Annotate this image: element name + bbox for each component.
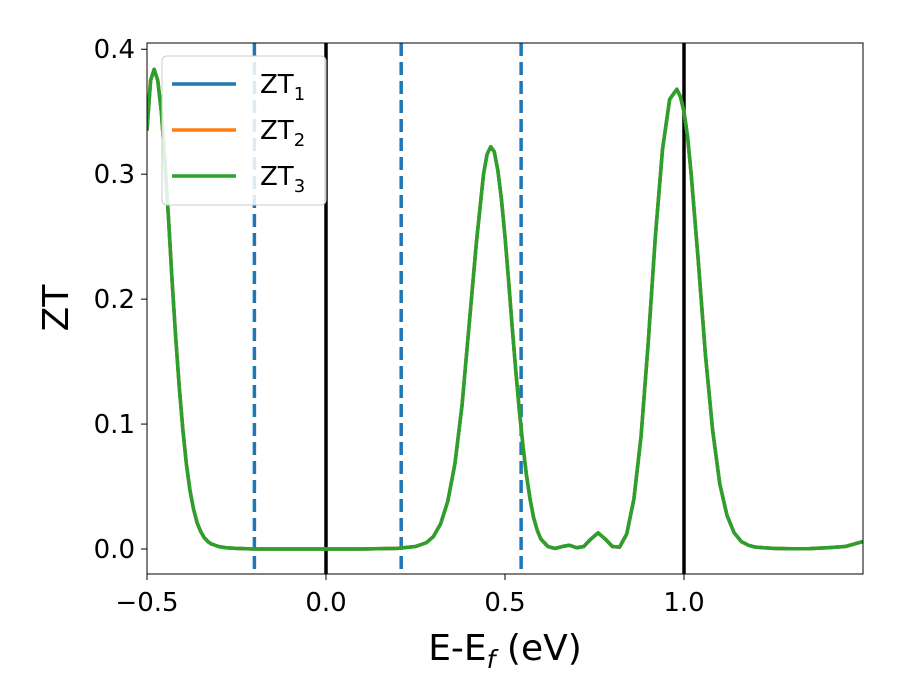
y-tick-label: 0.3 — [94, 160, 135, 190]
x-tick-label: 0.5 — [484, 588, 525, 618]
series-layer — [147, 67, 863, 551]
legend: ZT1 ZT2 ZT3 — [161, 55, 327, 206]
x-axis-ticks: −0.5 0.0 0.5 1.0 — [115, 574, 705, 618]
legend-label-2: ZT2 — [260, 116, 305, 151]
legend-label-3: ZT3 — [260, 162, 305, 197]
y-axis-label: ZT — [36, 284, 77, 332]
x-tick-label: 0.0 — [305, 588, 346, 618]
y-tick-label: 0.4 — [94, 35, 135, 65]
legend-box — [161, 55, 327, 206]
y-tick-label: 0.2 — [94, 285, 135, 315]
x-axis-label: E-Ef (eV) — [428, 628, 582, 674]
series-line-3 — [147, 67, 863, 551]
y-tick-label: 0.1 — [94, 410, 135, 440]
y-axis-ticks: 0.0 0.1 0.2 0.3 0.4 — [94, 35, 147, 565]
x-tick-label: 1.0 — [663, 588, 704, 618]
x-tick-label: −0.5 — [115, 588, 178, 618]
legend-label-1: ZT1 — [260, 70, 305, 105]
y-tick-label: 0.0 — [94, 535, 135, 565]
